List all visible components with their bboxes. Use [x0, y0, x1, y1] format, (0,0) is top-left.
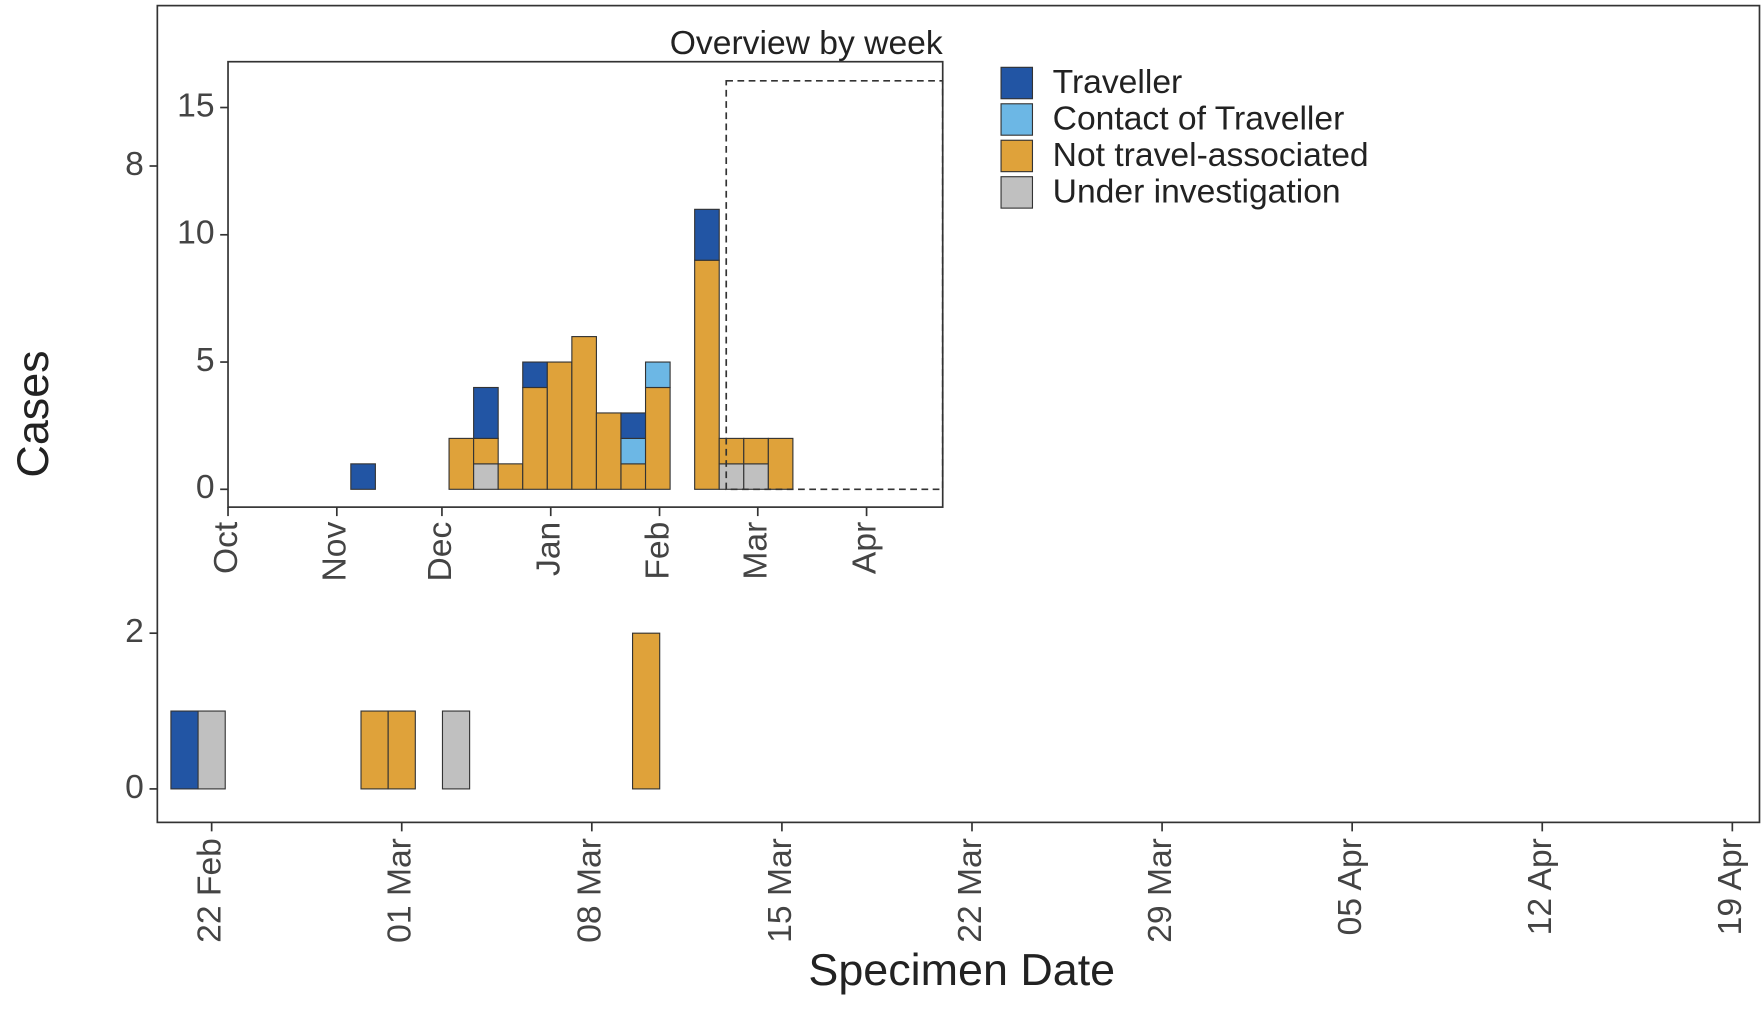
x-axis-title: Specimen Date [808, 944, 1115, 995]
x-tick-label: 15 Mar [762, 838, 799, 943]
bar-segment [743, 437, 769, 465]
legend-label: Traveller [1053, 64, 1183, 101]
inset-x-tick-label: Jan [531, 522, 568, 576]
inset-y-tick-label: 5 [196, 342, 215, 379]
legend-key [1000, 66, 1034, 100]
x-tick-label: 22 Mar [952, 838, 989, 943]
legend-label: Not travel-associated [1053, 137, 1369, 174]
bar-segment [767, 437, 794, 490]
x-tick-label: 22 Feb [192, 838, 229, 943]
bar-segment [595, 412, 622, 490]
bar-segment [644, 361, 671, 389]
legend-key [1000, 103, 1034, 136]
legend-key [1000, 139, 1034, 173]
bar-segment [473, 386, 499, 439]
bar-segment [441, 710, 471, 790]
x-tick-label: 08 Mar [572, 838, 609, 943]
bar-segment [522, 386, 548, 490]
inset-x-tick-label: Nov [317, 522, 354, 582]
y-tick-label: 8 [125, 146, 144, 183]
bar-segment [387, 710, 416, 790]
bar-segment [743, 463, 769, 490]
bar-segment [644, 386, 671, 490]
bar-segment [620, 412, 647, 439]
inset-y-tick-label: 15 [177, 87, 214, 124]
legend-label: Under investigation [1053, 173, 1341, 210]
bar-segment [546, 361, 573, 490]
x-tick-label: 05 Apr [1332, 838, 1369, 935]
bar-segment [620, 463, 647, 490]
zoom-window [725, 79, 944, 491]
bar-segment [473, 437, 499, 465]
bar-segment [620, 437, 647, 465]
bar-segment [718, 437, 745, 465]
bar-segment [170, 710, 199, 790]
bar-segment [473, 463, 499, 490]
bar-segment [694, 259, 720, 490]
inset-y-tick-label: 10 [177, 215, 214, 252]
y-axis-title: Cases [7, 350, 58, 477]
inset-x-tick-label: Mar [738, 522, 775, 580]
inset-title: Overview by week [670, 25, 943, 62]
inset-x-tick-label: Dec [422, 522, 459, 582]
y-tick-label: 0 [125, 769, 144, 806]
x-tick-label: 29 Mar [1142, 838, 1179, 943]
y-tick-label: 2 [125, 613, 144, 650]
bar-segment [448, 437, 475, 490]
legend-key [1000, 176, 1034, 209]
bar-segment [631, 632, 661, 790]
bar-segment [694, 208, 720, 261]
bar-segment [718, 463, 745, 490]
inset-x-tick-label: Apr [846, 522, 883, 574]
bar-segment [197, 710, 226, 790]
inset-x-tick-label: Feb [639, 522, 676, 580]
bar-segment [350, 463, 376, 490]
legend-label: Contact of Traveller [1053, 101, 1345, 138]
x-tick-label: 19 Apr [1712, 838, 1749, 935]
bar-segment [497, 463, 524, 490]
inset-x-tick-label: Oct [208, 521, 245, 574]
bar-segment [522, 361, 548, 389]
bar-segment [571, 336, 597, 490]
x-tick-label: 01 Mar [382, 838, 419, 943]
bar-segment [360, 710, 389, 790]
x-tick-label: 12 Apr [1522, 838, 1559, 935]
inset-y-tick-label: 0 [196, 469, 215, 506]
